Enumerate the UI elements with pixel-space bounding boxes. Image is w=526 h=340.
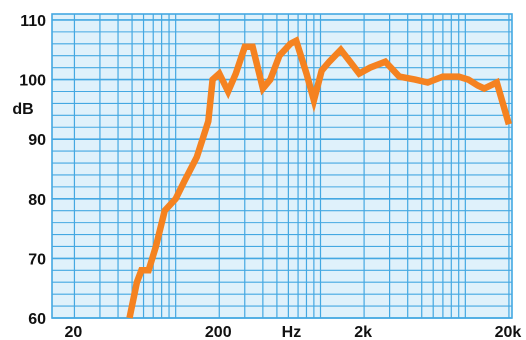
y-tick-label: 90 [28,132,46,149]
y-tick-label: 100 [19,73,46,90]
y-tick-label: 60 [28,311,46,328]
x-tick-label: 200 [205,324,232,340]
y-tick-label: 110 [20,13,46,30]
vertical-gridlines [73,14,510,318]
x-tick-label: 20k [495,324,522,340]
x-axis-label: Hz [282,324,302,340]
horizontal-gridlines [52,19,512,319]
y-tick-label: 80 [28,192,46,209]
y-axis-tick-labels: 60 70 80 90 100 110 [19,13,46,328]
plot-frame [51,13,513,319]
y-axis-label: dB [12,101,33,118]
x-tick-label: 20 [65,324,83,340]
series-layer [126,36,513,319]
series-line-0 [126,36,513,319]
x-tick-label: 2k [354,324,372,340]
x-axis-tick-labels: 20 200 2k 20k [65,324,522,340]
plot-area [52,14,512,318]
y-tick-label: 70 [28,251,46,268]
